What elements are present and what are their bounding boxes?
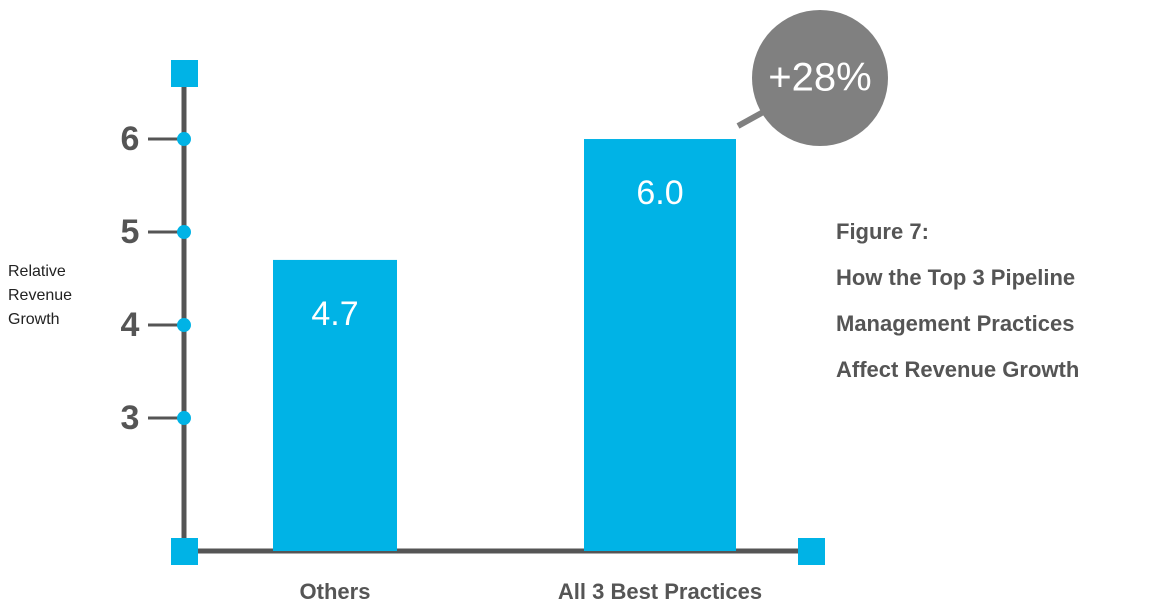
chart-title: Affect Revenue Growth xyxy=(836,357,1079,382)
y-tick-label: 4 xyxy=(121,306,140,344)
annotation: +28% xyxy=(768,56,871,100)
bar xyxy=(584,139,736,552)
y-axis-label-line: Growth xyxy=(8,311,60,328)
x-tick-label: Others xyxy=(300,579,371,604)
y-tick-label: 5 xyxy=(121,213,140,251)
chart-title: How the Top 3 Pipeline xyxy=(836,265,1075,290)
axis-cap xyxy=(171,538,198,565)
tick-dot xyxy=(177,132,191,147)
y-tick-label: 3 xyxy=(121,399,140,437)
y-tick-label: 6 xyxy=(121,120,140,158)
tick-dot xyxy=(177,318,191,333)
y-axis-label-line: Relative xyxy=(8,263,66,280)
tick-dot xyxy=(177,411,191,426)
bar xyxy=(273,259,397,551)
x-tick-label: All 3 Best Practices xyxy=(558,579,762,604)
chart-title: Management Practices xyxy=(836,311,1074,336)
value-label: 4.7 xyxy=(311,295,358,333)
chart-title: Figure 7: xyxy=(836,219,929,244)
axis-cap xyxy=(798,538,825,565)
y-axis-label: Relative Revenue Growth xyxy=(8,263,72,328)
value-label: 6.0 xyxy=(636,174,683,212)
y-axis-label-line: Revenue xyxy=(8,287,72,304)
axis-cap xyxy=(171,60,198,87)
callout-bubble xyxy=(752,10,888,146)
tick-dot xyxy=(177,225,191,240)
